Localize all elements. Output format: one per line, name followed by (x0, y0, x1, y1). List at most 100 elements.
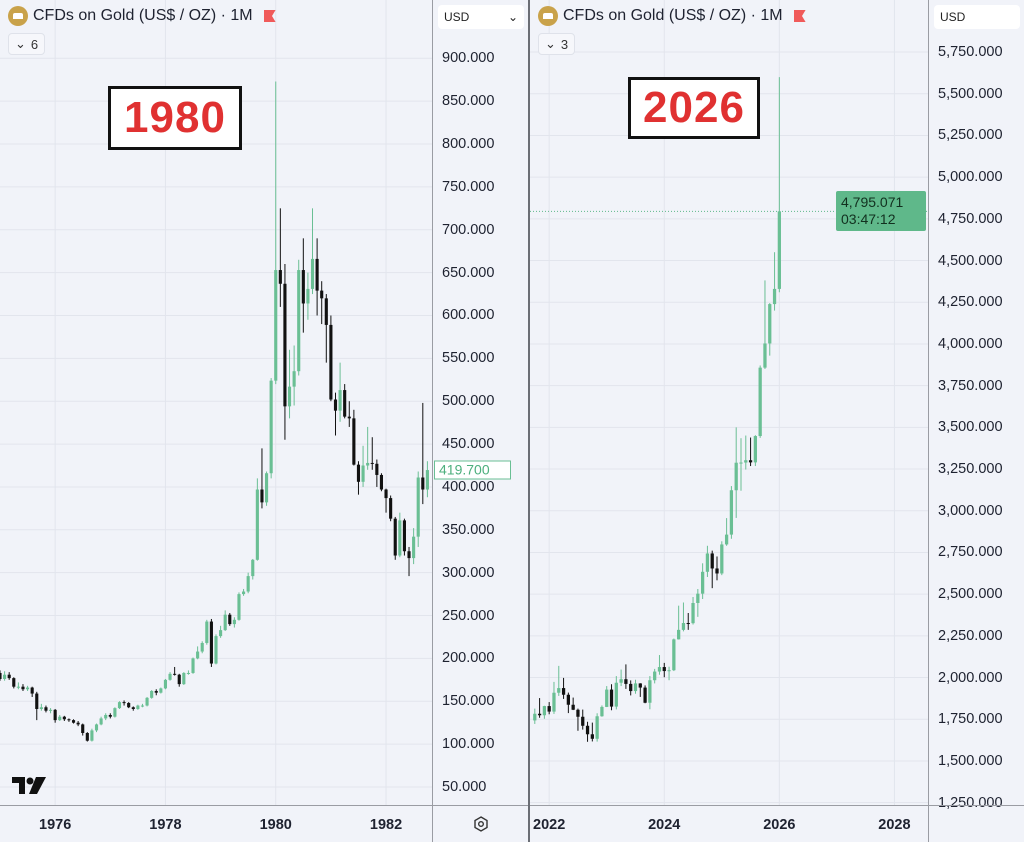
time-axis[interactable]: 2022 2024 2026 2028 (530, 805, 928, 842)
currency-value: USD (940, 10, 966, 24)
chart-panel-2026[interactable]: 2026 CFDs on Gold (US$ / OZ) · 1M ⌄ 3 4,7… (530, 0, 1024, 842)
candle-down (561, 688, 566, 695)
candle-down (375, 463, 379, 475)
price-tick-label: 3,250.000 (938, 461, 1003, 478)
time-tick-label: 1982 (369, 817, 403, 833)
candle-down (402, 520, 406, 552)
price-tick-label: 850.000 (442, 93, 495, 110)
symbol-title-text: CFDs on Gold (US$ / OZ) · 1M (563, 7, 783, 24)
candle-up (533, 713, 537, 721)
time-tick-label: 2022 (533, 817, 566, 833)
candle-down (127, 702, 131, 708)
plot-area[interactable] (530, 0, 928, 805)
candle-up (113, 708, 117, 717)
candle-down (624, 679, 628, 684)
candle-up (16, 686, 20, 688)
price-tick-label: 2,500.000 (938, 586, 1003, 603)
candle-up (700, 571, 705, 594)
candle-down (576, 709, 580, 717)
price-tick-label: 3,750.000 (938, 377, 1003, 394)
price-tick-label: 450.000 (442, 436, 495, 453)
candle-down (748, 460, 753, 463)
bar-countdown: 03:47:12 (841, 211, 896, 228)
candle-up (159, 688, 163, 693)
candle-up (292, 371, 296, 387)
price-axis[interactable]: USD ⌄ 900.000 850.000 800.000 750.000 700.000… (432, 0, 528, 805)
axis-corner (928, 805, 1024, 842)
symbol-title[interactable]: CFDs on Gold (US$ / OZ) · 1M (8, 6, 276, 26)
flag-icon[interactable] (793, 10, 806, 22)
price-tick-label: 200.000 (442, 650, 495, 667)
candle-up (729, 490, 734, 535)
symbol-title-text: CFDs on Gold (US$ / OZ) · 1M (33, 7, 253, 24)
candle-up (605, 689, 609, 707)
price-tick-label: 300.000 (442, 564, 495, 581)
candle-up (734, 462, 738, 491)
candle-up (3, 674, 7, 679)
candle-down (329, 324, 333, 400)
flag-icon[interactable] (263, 10, 276, 22)
currency-select[interactable]: USD ⌄ (438, 5, 524, 29)
candle-down (537, 713, 542, 716)
price-tick-label: 5,000.000 (938, 169, 1003, 186)
candle-down (35, 693, 39, 709)
price-tick-label: 250.000 (442, 607, 495, 624)
candle-down (347, 416, 351, 419)
panel-divider[interactable] (528, 0, 530, 842)
candle-up (619, 679, 623, 683)
candle-down (131, 707, 135, 709)
candle-up (136, 705, 140, 709)
candle-down (352, 418, 356, 465)
candle-up (657, 667, 662, 672)
last-price-label: 419.700 (434, 460, 511, 480)
tradingview-logo-icon (12, 777, 46, 794)
price-tick-label: 1,250.000 (938, 794, 1003, 811)
time-axis[interactable]: 1976 1978 1980 1982 (0, 805, 432, 842)
price-tick-label: 550.000 (442, 350, 495, 367)
symbol-title[interactable]: CFDs on Gold (US$ / OZ) · 1M (538, 6, 806, 26)
candle-up (310, 258, 315, 289)
candle-down (324, 298, 328, 325)
chevron-down-icon: ⌄ (507, 10, 518, 24)
candle-up (412, 536, 416, 559)
indicator-count: 6 (30, 36, 39, 52)
candle-down (590, 734, 594, 739)
candle-up (200, 642, 204, 652)
time-tick-label: 1980 (259, 817, 292, 833)
indicators-toggle[interactable]: ⌄ 6 (8, 33, 46, 55)
annotation-label: 1980 (108, 86, 242, 150)
candle-down (283, 283, 287, 407)
price-axis[interactable]: USD 5,750.000 5,500.000 5,250.000 5,000.000… (928, 0, 1024, 811)
candle-down (122, 702, 126, 704)
candle-up (269, 380, 273, 474)
chart-panel-1980[interactable]: 1980 CFDs on Gold (US$ / OZ) · 1M ⌄ 6 USD… (0, 0, 528, 842)
candle-down (81, 724, 85, 733)
candle-down (629, 683, 633, 692)
candle-up (557, 688, 561, 693)
candle-up (26, 687, 30, 690)
candle-up (94, 724, 99, 731)
candle-up (691, 602, 695, 624)
price-tick-label: 400.000 (442, 478, 495, 495)
settings-icon[interactable] (473, 816, 489, 832)
candle-down (638, 683, 642, 688)
price-tick-label: 5,500.000 (938, 85, 1003, 102)
candle-up (744, 460, 748, 463)
indicators-toggle[interactable]: ⌄ 3 (538, 33, 576, 55)
candle-up (140, 705, 145, 707)
candle-up (758, 367, 762, 437)
candle-up (58, 716, 62, 721)
candle-up (251, 559, 255, 577)
currency-select[interactable]: USD (934, 5, 1020, 29)
candle-up (425, 470, 429, 490)
price-tick-label: 3,000.000 (938, 502, 1003, 519)
candle-up (191, 658, 195, 673)
candle-up (287, 386, 292, 407)
candle-up (653, 671, 657, 681)
candle-down (209, 621, 213, 664)
plot-area[interactable] (0, 0, 432, 805)
time-tick-label: 1976 (39, 817, 72, 833)
price-tick-label: 100.000 (442, 736, 495, 753)
candle-down (12, 678, 16, 687)
candle-up (168, 673, 172, 680)
